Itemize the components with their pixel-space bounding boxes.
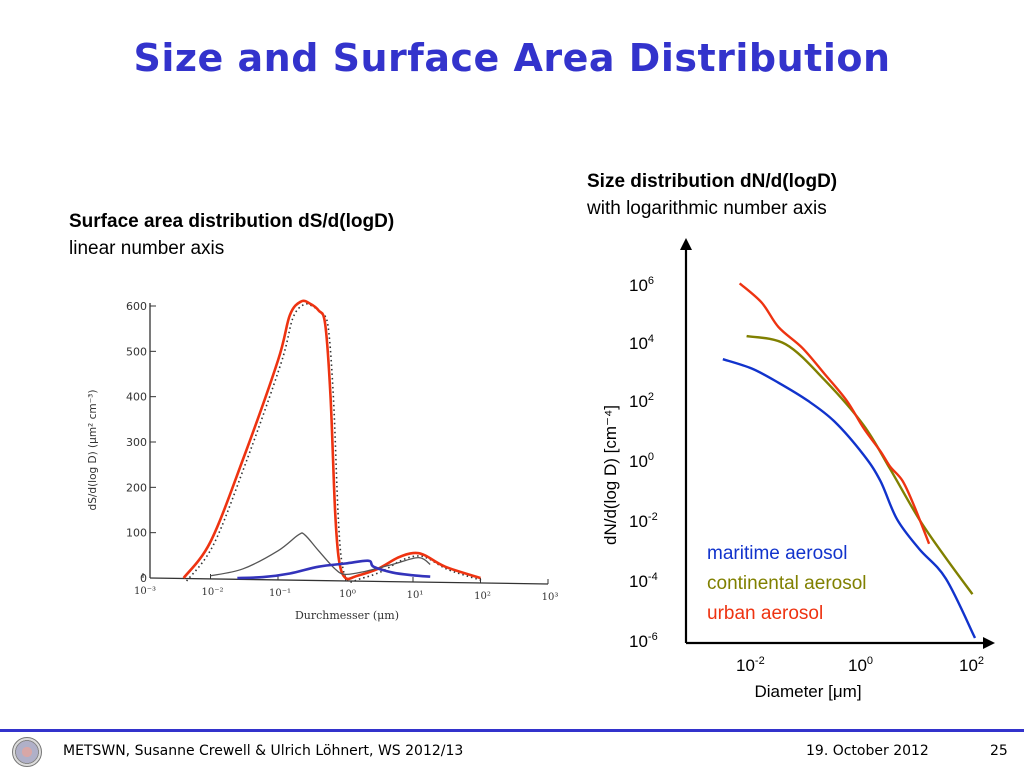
x-tick-label: 100 xyxy=(848,655,873,675)
right-chart-caption: Size distribution dN/d(logD) with logari… xyxy=(587,168,837,222)
series-line-1 xyxy=(182,299,481,581)
x-axis-label: Diameter [μm] xyxy=(754,682,861,701)
y-tick-label: 100 xyxy=(126,527,147,540)
y-tick-label: 104 xyxy=(629,333,654,353)
left-caption-normal: linear number axis xyxy=(69,238,225,259)
series-line-maritime-aerosol xyxy=(722,358,977,639)
x-tick-label: 10⁻³ xyxy=(134,586,156,597)
y-tick-label: 300 xyxy=(126,436,147,449)
series-printed-dotted xyxy=(185,303,484,583)
footer-rule xyxy=(0,729,1024,732)
y-tick-label: 100 xyxy=(629,451,654,471)
y-tick-label: 600 xyxy=(126,300,147,313)
footer-date: 19. October 2012 xyxy=(806,743,929,759)
legend-entry-maritime-aerosol: maritime aerosol xyxy=(707,543,847,564)
series-line-3 xyxy=(237,559,431,580)
y-tick-label: 0 xyxy=(140,572,147,585)
y-tick-label: 500 xyxy=(126,345,147,358)
left-caption-bold: Surface area distribution dS/d(logD) xyxy=(69,211,395,232)
x-tick-label: 10-2 xyxy=(736,655,765,675)
x-tick-label: 10¹ xyxy=(407,590,424,601)
left-chart-caption: Surface area distribution dS/d(logD) lin… xyxy=(69,208,394,262)
legend-entry-urban-aerosol: urban aerosol xyxy=(707,603,823,624)
y-tick-label: 10-2 xyxy=(629,511,658,531)
footer-page-number: 25 xyxy=(990,743,1008,759)
right-caption-bold: Size distribution dN/d(logD) xyxy=(587,171,838,192)
x-tick-label: 10⁻¹ xyxy=(269,588,291,599)
series-line-2 xyxy=(210,532,431,577)
x-tick-label: 10² xyxy=(474,591,491,602)
y-tick-label: 200 xyxy=(126,481,147,494)
y-tick-label: 10-4 xyxy=(629,571,658,591)
y-axis-label: dN/d(log D) [cm⁻⁴] xyxy=(601,405,620,545)
y-axis-arrow xyxy=(680,238,692,250)
university-seal-icon xyxy=(12,737,42,767)
y-tick-label: 400 xyxy=(126,391,147,404)
series-line-urban-aerosol xyxy=(738,282,931,545)
x-axis xyxy=(149,577,549,585)
footer-course: METSWN, Susanne Crewell & Ulrich Löhnert… xyxy=(63,743,464,759)
legend-entry-continental-aerosol: continental aerosol xyxy=(707,573,867,594)
x-axis-arrow xyxy=(983,637,995,649)
x-tick-label: 10³ xyxy=(542,592,559,603)
y-axis-label: dS/d(log D) (μm² cm⁻³) xyxy=(87,390,99,511)
right-caption-normal: with logarithmic number axis xyxy=(587,198,827,219)
x-tick-label: 10⁰ xyxy=(339,589,356,600)
x-tick-label: 102 xyxy=(959,655,984,675)
y-tick-label: 106 xyxy=(629,275,654,295)
y-tick-label: 102 xyxy=(629,391,654,411)
x-tick-label: 10⁻² xyxy=(201,587,223,598)
y-tick-label: 10-6 xyxy=(629,631,658,651)
x-axis-label: Durchmesser (μm) xyxy=(295,609,399,622)
slide-title: Size and Surface Area Distribution xyxy=(133,36,891,80)
